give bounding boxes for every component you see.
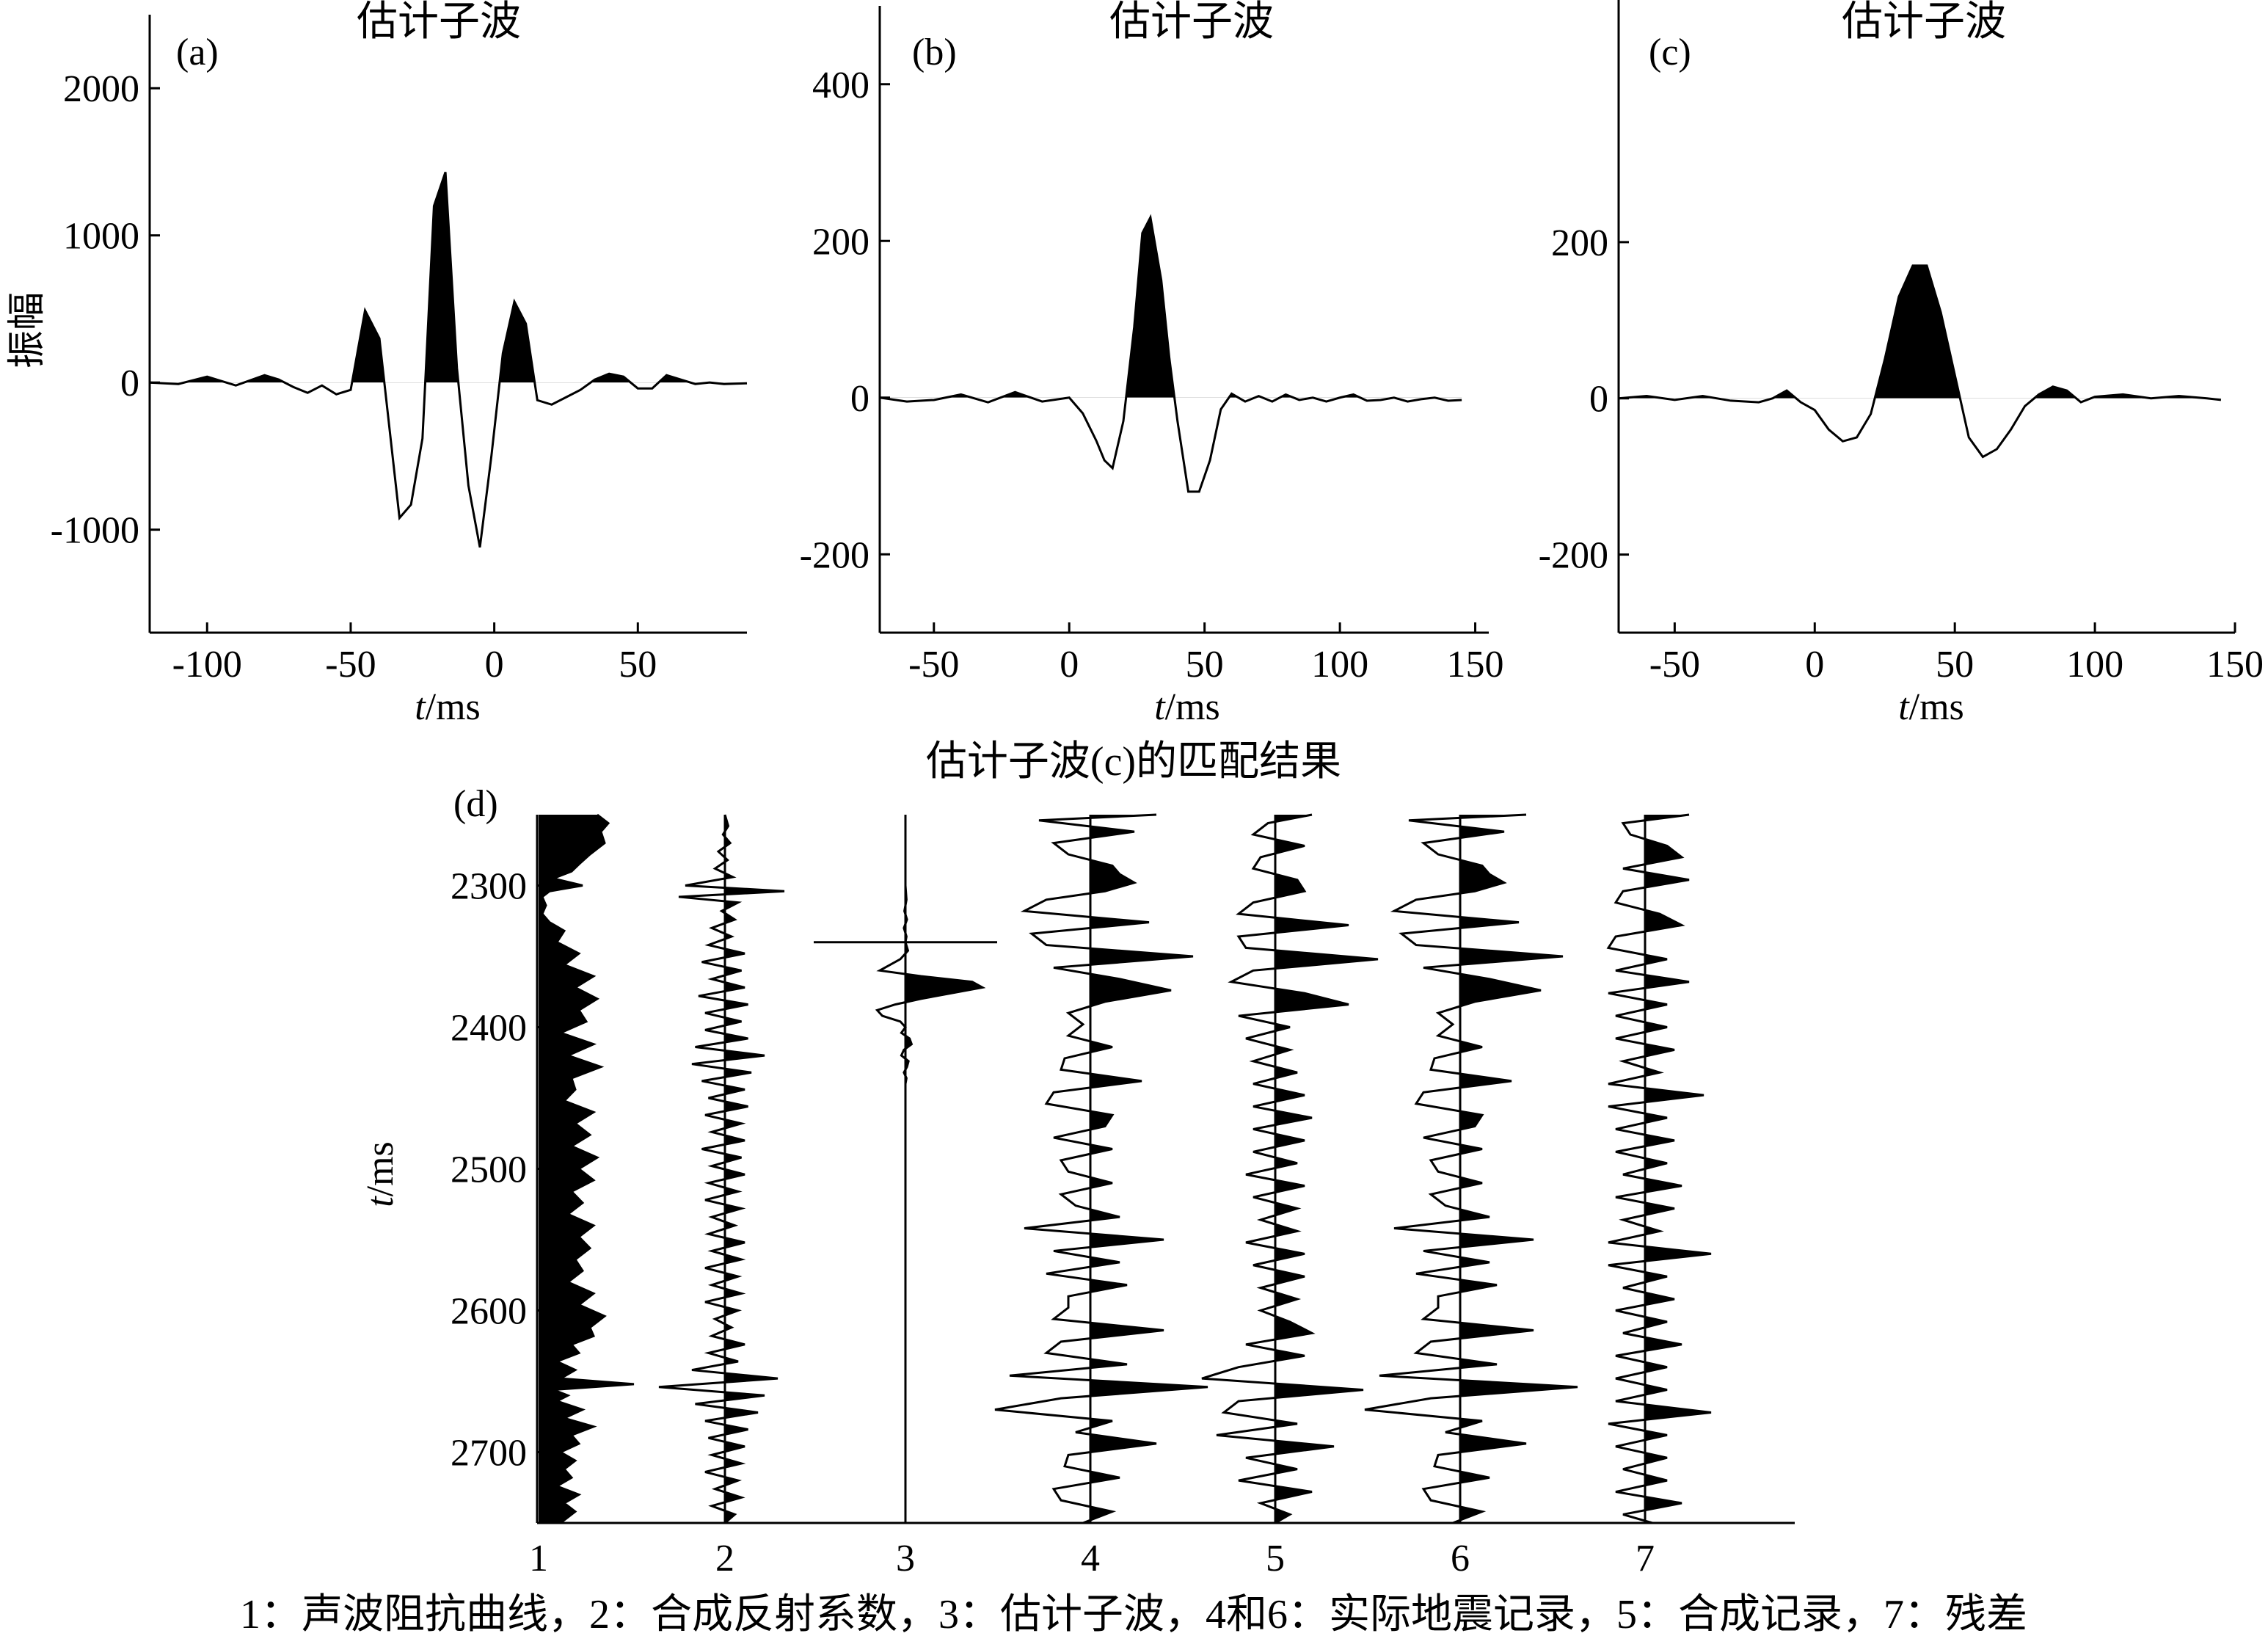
panel-d-x-category-label: 4: [1081, 1538, 1100, 1579]
panel-b-x-tick-label: 100: [1311, 644, 1368, 686]
panel-d-letter: (d): [453, 783, 498, 825]
panel-c-y-tick-label: 0: [1589, 379, 1608, 421]
panel-a-ylabel: 振幅: [7, 292, 48, 368]
panel-d-x-category-label: 3: [896, 1538, 915, 1579]
panel-c-xlabel: t/ms: [1898, 686, 1964, 728]
panel-b-y-tick-label: -200: [800, 534, 869, 576]
panel-b-plot: -50 0 50 100 150 -200 0 200 400: [800, 6, 1504, 686]
panel-a-xlabel: t/ms: [415, 686, 481, 728]
panel-c-x-tick-label: 0: [1805, 644, 1824, 686]
panel-d-x-category-label: 6: [1451, 1538, 1470, 1579]
panel-a-letter: (a): [176, 32, 219, 73]
panel-c-x-tick-label: 100: [2066, 644, 2123, 686]
trace-1-fill: [539, 815, 634, 1523]
panel-a-x-tick-label: 50: [619, 644, 657, 686]
panel-d-x-category-label: 5: [1266, 1538, 1285, 1579]
panel-c: 估计子波 (c) t/ms -50 0 50 100 150 -200 0 200: [1539, 0, 2264, 728]
panel-c-y-tick-label: 200: [1551, 222, 1608, 264]
trace-3-positive-fill: [905, 815, 982, 1169]
panel-b-y-tick-label: 0: [850, 378, 869, 420]
panel-d-y-tick-label: 2400: [451, 1008, 527, 1050]
panel-d-ylabel-var: t: [360, 1196, 401, 1207]
trace-1-line: [541, 813, 635, 1524]
panel-d-ylabel: t/ms: [360, 1141, 401, 1207]
panel-c-wavelet-line: [1618, 264, 2222, 459]
panel-b-xlabel: t/ms: [1154, 686, 1220, 728]
panel-c-xlabel-var: t: [1898, 686, 1910, 728]
panel-d-y-tick-label: 2600: [451, 1291, 527, 1333]
panel-d-x-category-label: 1: [529, 1538, 548, 1579]
trace-4-positive-fill: [1090, 815, 1208, 1523]
panel-a-y-tick-label: 1000: [63, 216, 139, 258]
panel-d-plot: 2300 2400 2500 2600 2700 1 2 3 4 5 6 7: [451, 813, 1795, 1579]
panel-d: 估计子波(c)的匹配结果 (d) t/ms 230024002500260027…: [240, 739, 2027, 1637]
panel-d-y-tick-label: 2500: [451, 1149, 527, 1191]
trace-6-positive-fill: [1460, 815, 1578, 1523]
panel-c-y-tick-label: -200: [1539, 535, 1608, 577]
trace-2-line: [658, 814, 785, 1524]
panel-b-x-tick-label: 50: [1186, 644, 1224, 686]
panel-a-y-tick-label: 2000: [63, 68, 139, 110]
panel-b-x-tick-label: -50: [908, 644, 959, 686]
panel-b-y-tick-label: 400: [812, 65, 869, 106]
figure-caption: 1：声波阻抗曲线，2：合成反射系数，3：估计子波，4和6：实际地震记录，5：合成…: [240, 1592, 2027, 1637]
trace-6-line: [1364, 813, 1578, 1524]
trace-3-line: [875, 815, 986, 1169]
panel-a-wavelet-line: [149, 172, 748, 548]
panel-a-xlabel-var: t: [415, 686, 426, 728]
panel-c-plot: -50 0 50 100 150 -200 0 200: [1539, 0, 2264, 686]
panel-c-positive-fill: [1619, 265, 2207, 399]
panel-d-y-tick-label: 2300: [451, 866, 527, 908]
panel-d-x-category-label: 7: [1636, 1538, 1655, 1579]
panel-d-title: 估计子波(c)的匹配结果: [926, 739, 1341, 785]
panel-a-x-tick-label: 0: [485, 644, 504, 686]
panel-a-y-tick-label: -1000: [51, 510, 139, 552]
panel-b-letter: (b): [912, 32, 957, 73]
panel-b-xlabel-var: t: [1154, 686, 1166, 728]
panel-a-title: 估计子波: [357, 0, 521, 45]
panel-b: 估计子波 (b) t/ms -50 0 50 100 150 -200 0 200 400: [800, 0, 1504, 728]
panel-a-plot: -100 -50 0 50 -1000 0 1000 2000: [51, 15, 748, 686]
trace-4-line: [994, 813, 1208, 1524]
panel-d-y-tick-label: 2700: [451, 1433, 527, 1475]
panel-c-x-tick-label: 150: [2206, 644, 2264, 686]
panel-c-x-tick-label: 50: [1936, 644, 1974, 686]
trace-5-line: [1201, 813, 1379, 1524]
panel-d-x-category-label: 2: [715, 1538, 734, 1579]
trace-7-line: [1606, 813, 1712, 1524]
panel-b-wavelet-line: [879, 214, 1462, 493]
panel-b-title: 估计子波: [1109, 0, 1274, 45]
panel-b-xlabel-unit: /ms: [1165, 686, 1220, 728]
panel-a-y-tick-label: 0: [120, 363, 139, 404]
panel-a: 估计子波 (a) 振幅 t/ms -100 -50 0 50 -1000 0 1000 200…: [7, 0, 748, 728]
panel-a-x-tick-label: -50: [325, 644, 376, 686]
panel-c-x-tick-label: -50: [1649, 644, 1700, 686]
panel-c-letter: (c): [1649, 32, 1691, 73]
panel-a-x-tick-label: -100: [172, 644, 242, 686]
panel-b-y-tick-label: 200: [812, 221, 869, 263]
panel-b-x-tick-label: 0: [1060, 644, 1079, 686]
panel-d-ylabel-unit: /ms: [360, 1141, 401, 1196]
panel-a-positive-fill: [150, 172, 747, 383]
panel-c-xlabel-unit: /ms: [1909, 686, 1964, 728]
trace-7-positive-fill: [1645, 815, 1711, 1523]
panel-c-title: 估计子波: [1842, 0, 2006, 45]
panel-b-x-tick-label: 150: [1447, 644, 1504, 686]
panel-a-xlabel-unit: /ms: [426, 686, 481, 728]
